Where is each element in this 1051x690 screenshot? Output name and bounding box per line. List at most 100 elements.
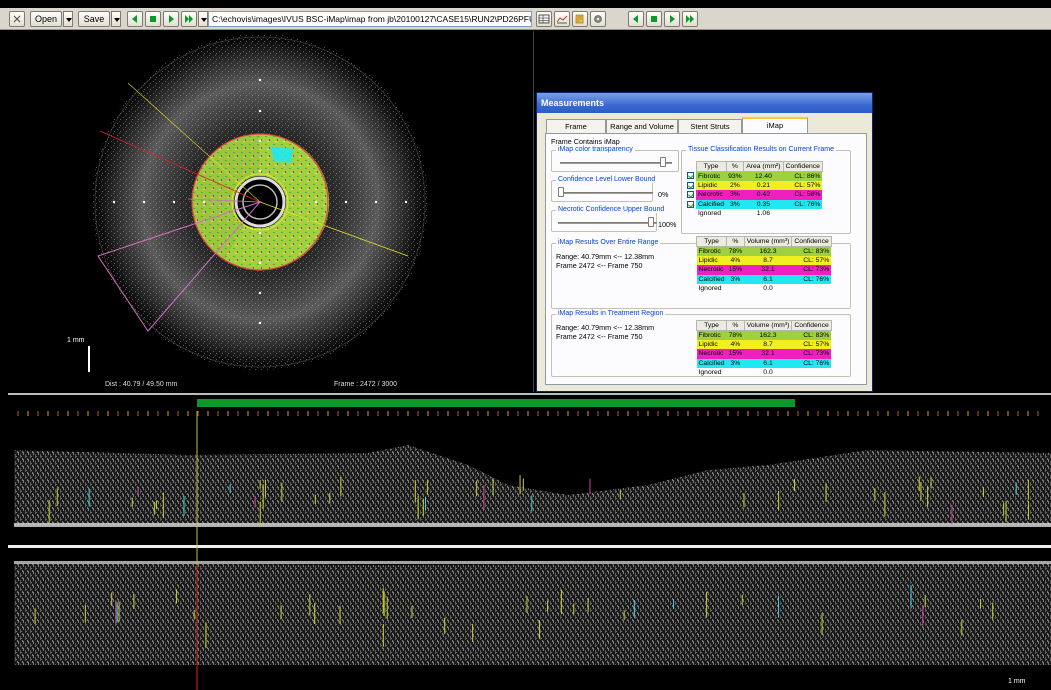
- gear-icon: [594, 15, 602, 23]
- checkbox-cell[interactable]: [685, 190, 696, 200]
- tissue-checkbox[interactable]: [687, 200, 694, 208]
- cell-val: 8.7: [744, 339, 792, 349]
- necrotic-track: [558, 222, 657, 224]
- current-frame-table: Type% Area (mm²) Confidence Fibrotic 93% 12.4…: [685, 161, 823, 219]
- longitudinal-image[interactable]: [8, 395, 1051, 690]
- measurements-dialog: Measurements Frame Range and Volume Sten…: [536, 92, 873, 392]
- cell-conf: CL: 86%: [783, 171, 823, 181]
- prev-frame-button[interactable]: [127, 11, 143, 27]
- cell-conf: CL: 83%: [791, 330, 832, 340]
- spacer-cell: [727, 284, 745, 294]
- treatment-results-group: iMap Results in Treatment Region Range: …: [551, 310, 851, 377]
- ignored-value: 0.0: [763, 285, 773, 293]
- stop-button[interactable]: [145, 11, 161, 27]
- file-path-field[interactable]: C:\echovis\images\IVUS BSC-iMap\imap fro…: [208, 11, 532, 27]
- column-header: Volume (mm³): [743, 236, 793, 247]
- scale-label: 1 mm: [67, 337, 85, 344]
- cell-type: Lipidic: [696, 180, 727, 190]
- measure-tool-button[interactable]: [572, 11, 588, 27]
- fast-forward-button-2[interactable]: [682, 11, 698, 27]
- column-header: Type: [695, 320, 728, 331]
- play-button[interactable]: [163, 11, 179, 27]
- cell-pct: 4%: [726, 255, 745, 265]
- treatment-results-table: Type% Volume (mm³) Confidence Fibrotic 78% 16…: [695, 320, 832, 378]
- prev-frame-button-2[interactable]: [628, 11, 644, 27]
- cell-val: 0.21: [743, 180, 784, 190]
- cell-pct: 3%: [726, 358, 745, 368]
- tab-range-and-volume[interactable]: Range and Volume: [606, 119, 678, 133]
- cell-type: Lipidic: [696, 339, 727, 349]
- play-button-2[interactable]: [664, 11, 680, 27]
- play-icon: [169, 15, 174, 23]
- fast-forward-button[interactable]: [181, 11, 197, 27]
- stop-button-2[interactable]: [646, 11, 662, 27]
- cell-conf: CL: 73%: [791, 349, 832, 359]
- cell-type: Lipidic: [696, 255, 727, 265]
- confidence-slider[interactable]: [558, 187, 564, 197]
- table-row: Fibrotic 78% 162.3 CL: 83%: [696, 330, 832, 340]
- speed-dropdown-button[interactable]: [198, 11, 208, 27]
- checkbox-cell[interactable]: [685, 181, 696, 191]
- transparency-slider[interactable]: [660, 157, 666, 167]
- tissue-checkbox[interactable]: [687, 172, 694, 180]
- longitudinal-scale-label: 1 mm: [1008, 678, 1026, 685]
- treatment-range-bar[interactable]: [197, 399, 795, 407]
- upper-longitudinal-band: [14, 445, 1051, 525]
- toolbar: Open Save C:\echovis\images\IVUS BSC-iMa…: [0, 8, 1051, 30]
- cell-type: Calcified: [696, 358, 727, 368]
- frame-tick-row: [17, 411, 1039, 416]
- dialog-title[interactable]: Measurements: [537, 93, 872, 113]
- cell-type: Fibrotic: [696, 330, 727, 340]
- column-header: Type: [695, 236, 728, 247]
- open-button[interactable]: Open: [30, 11, 62, 27]
- scale-bar: [88, 346, 90, 372]
- range-line-2: Frame 2472 <-- Frame 750: [556, 261, 643, 270]
- necrotic-label: Necrotic Confidence Upper Bound: [556, 206, 667, 213]
- tissue-group-label: Tissue Classification Results on Current…: [686, 146, 837, 153]
- checkbox-cell[interactable]: [685, 200, 696, 210]
- spacer-cell: [685, 162, 696, 172]
- longitudinal-view[interactable]: 1 mm: [8, 393, 1051, 690]
- chart-view-button[interactable]: [554, 11, 570, 27]
- imap-tab-panel: Frame Contains iMap iMap color transpare…: [545, 133, 867, 385]
- tab-frame[interactable]: Frame: [546, 119, 606, 133]
- cell-pct: 15%: [726, 349, 745, 359]
- distance-readout: Dist : 40.79 / 49.50 mm: [105, 381, 178, 388]
- cell-pct: 78%: [726, 330, 745, 340]
- table-row: Lipidic 4% 8.7 CL: 57%: [696, 255, 832, 265]
- tissue-checkbox[interactable]: [687, 181, 694, 189]
- save-button[interactable]: Save: [78, 11, 110, 27]
- cell-val: 0.35: [743, 199, 784, 209]
- stop-icon: [150, 16, 156, 22]
- treatment-wedge[interactable]: [97, 200, 262, 332]
- settings-button[interactable]: [590, 11, 606, 27]
- checkbox-cell[interactable]: [685, 171, 696, 181]
- tab-stent-struts[interactable]: Stent Struts: [678, 119, 742, 133]
- necrotic-slider[interactable]: [648, 217, 654, 227]
- tissue-checkbox[interactable]: [687, 191, 694, 199]
- cell-val: 12.40: [743, 171, 784, 181]
- close-button[interactable]: [9, 11, 25, 27]
- vessel-border[interactable]: [191, 133, 329, 271]
- tab-imap[interactable]: iMap: [742, 117, 808, 134]
- range-line-1: Range: 40.79mm <-- 12.38mm: [556, 252, 655, 261]
- treatment-line-2: Frame 2472 <-- Frame 750: [556, 332, 643, 341]
- lumen-border[interactable]: [231, 173, 289, 231]
- save-dropdown-button[interactable]: [111, 11, 121, 27]
- grid-view-button[interactable]: [536, 11, 552, 27]
- ivus-cross-section-view[interactable]: 1 mm Dist : 40.79 / 49.50 mm Frame : 247…: [8, 31, 534, 392]
- cell-type: Fibrotic: [696, 246, 727, 256]
- ivus-image[interactable]: [8, 31, 534, 392]
- treatment-line-1: Range: 40.79mm <-- 12.38mm: [556, 323, 655, 332]
- ignored-value: 0.0: [763, 369, 773, 377]
- frame-contains-label: Frame Contains iMap: [551, 137, 620, 146]
- fast-forward-icon: [686, 15, 694, 23]
- cell-pct: 3%: [726, 274, 745, 284]
- column-header: %: [726, 320, 745, 331]
- cell-val: 162.3: [744, 246, 792, 256]
- open-dropdown-button[interactable]: [63, 11, 73, 27]
- table-row: Fibrotic 93% 12.40 CL: 86%: [685, 171, 823, 181]
- cell-type: Calcified: [696, 199, 727, 209]
- transparency-group: iMap color transparency: [551, 146, 679, 172]
- cell-conf: CL: 73%: [791, 265, 832, 275]
